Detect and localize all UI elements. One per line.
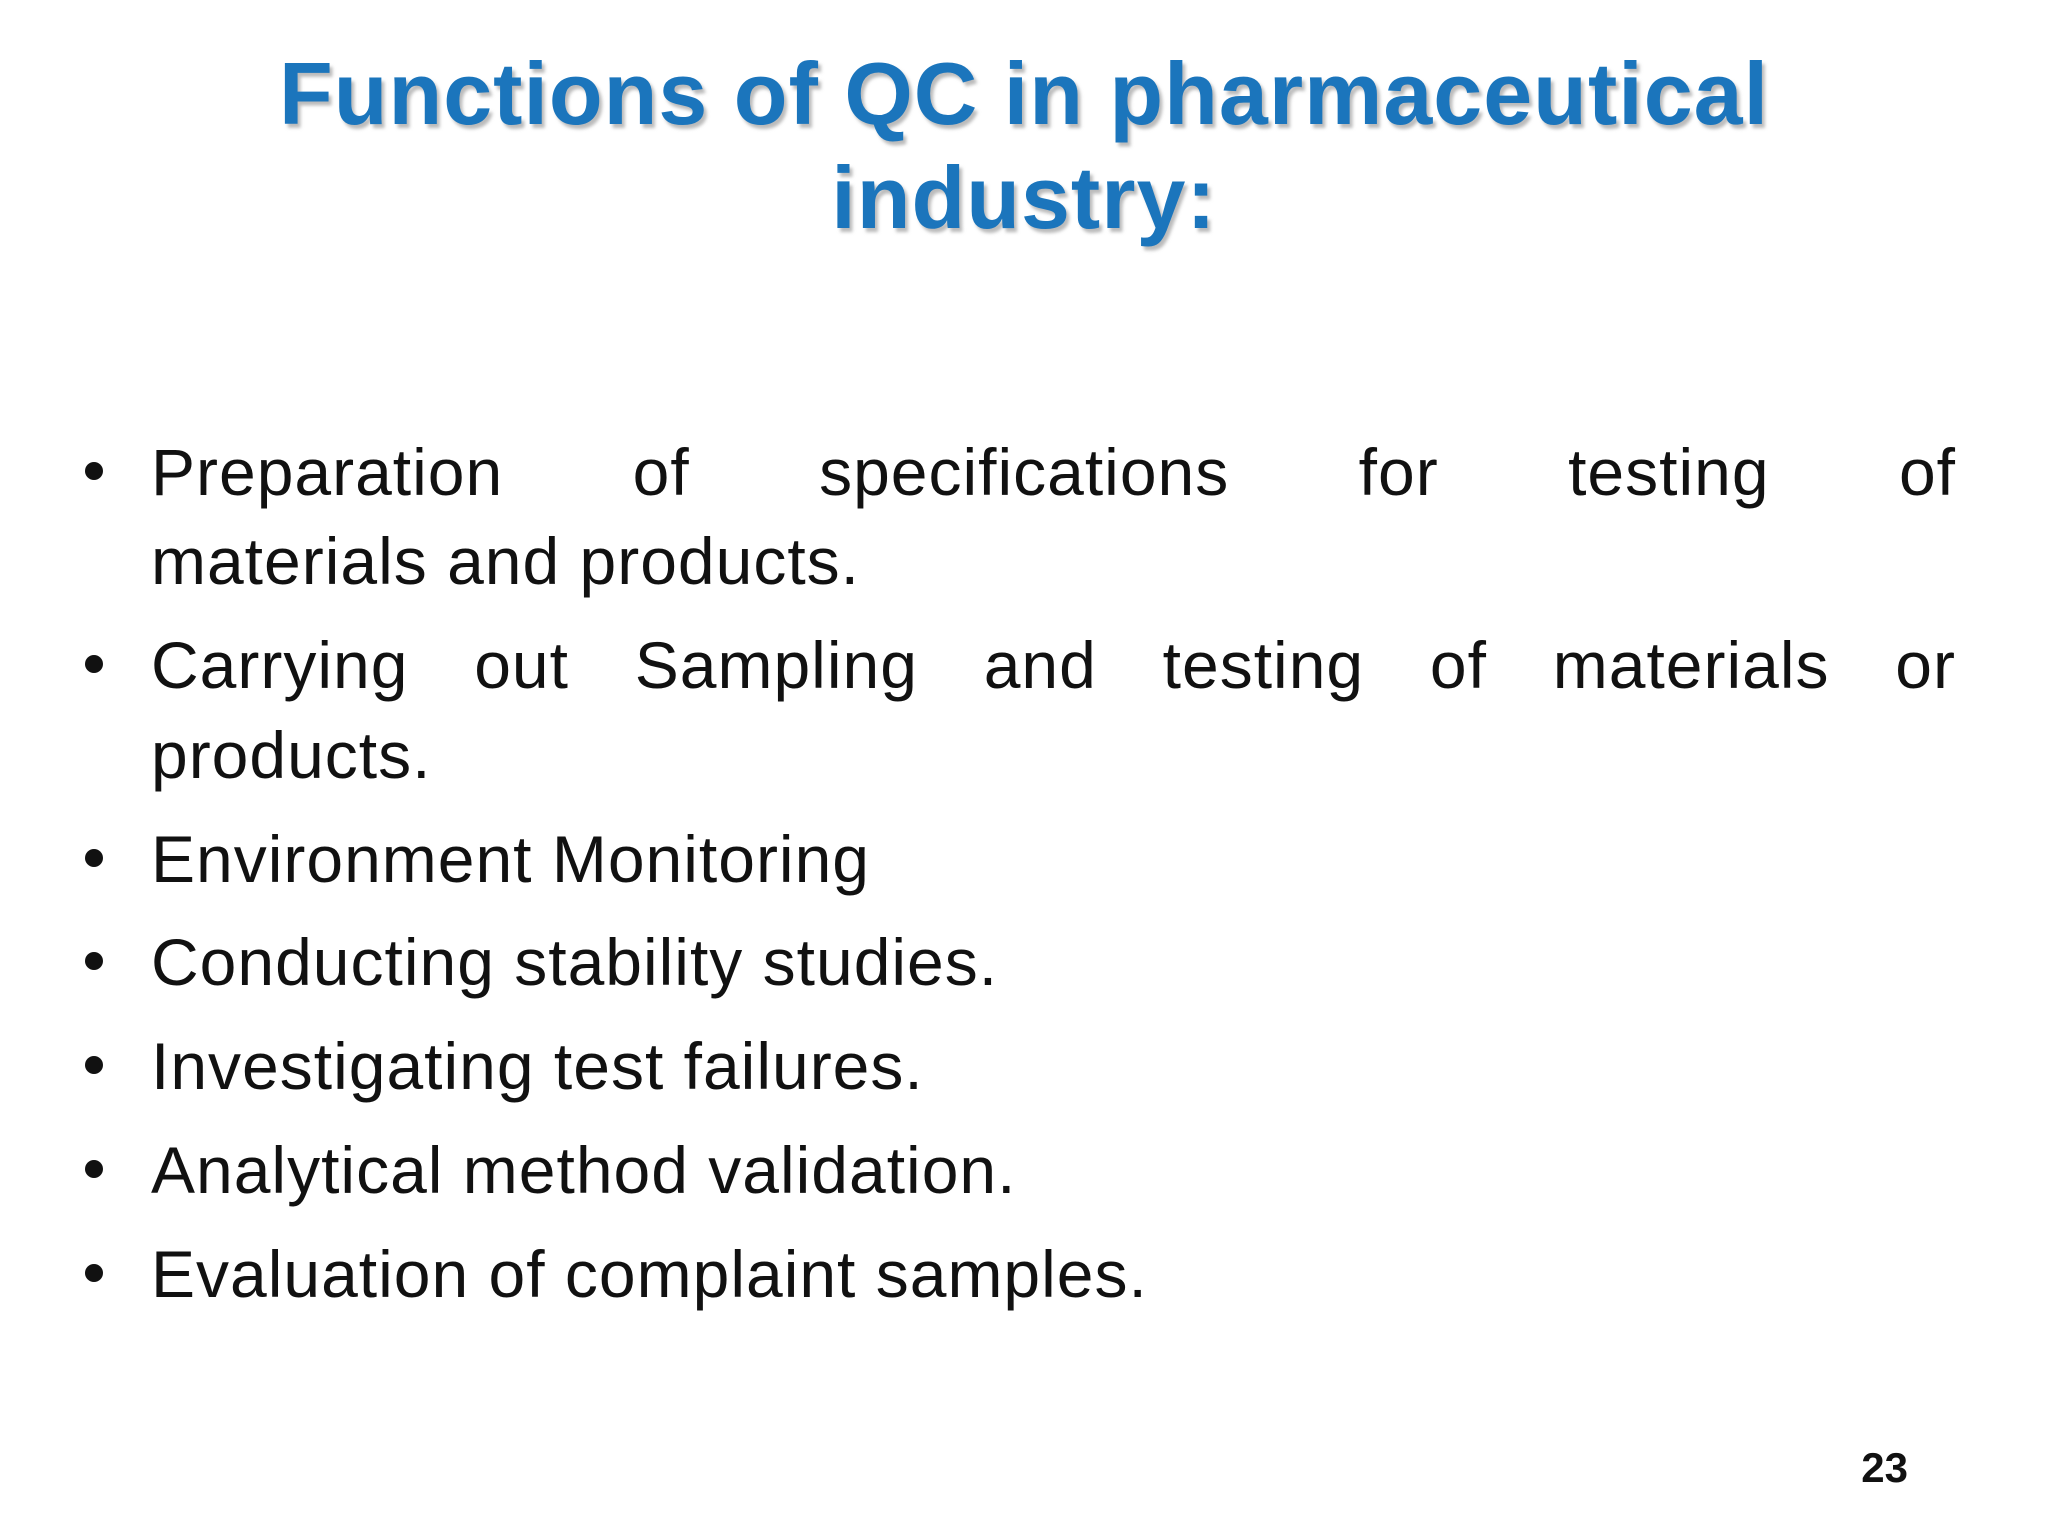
bullet-text: Preparation of specifications for testin… <box>151 428 1956 608</box>
bullet-line: Carrying out Sampling and testing of mat… <box>151 628 1956 703</box>
bullet-line: Evaluation of complaint samples. <box>151 1236 1148 1311</box>
bullet-dot-icon <box>75 815 151 867</box>
bullet-text: Investigating test failures. <box>151 1022 1956 1112</box>
page-number: 23 <box>1861 1444 1908 1491</box>
bullet-item-method-validation: Analytical method validation. <box>75 1126 1956 1216</box>
bullet-line: materials and products. <box>151 524 861 599</box>
slide-title-line-1: Functions of QC in pharmaceutical <box>278 44 1770 143</box>
bullet-line: Preparation of specifications for testin… <box>151 434 1956 509</box>
bullet-text: Analytical method validation. <box>151 1126 1956 1216</box>
bullet-item-preparation: Preparation of specifications for testin… <box>75 428 1956 608</box>
bullet-line: products. <box>151 717 432 792</box>
bullet-item-sampling: Carrying out Sampling and testing of mat… <box>75 621 1956 801</box>
bullet-line: Environment Monitoring <box>151 821 870 896</box>
bullet-item-complaint-samples: Evaluation of complaint samples. <box>75 1230 1956 1320</box>
slide-title-line-2: industry: <box>831 147 1217 247</box>
bullet-item-stability-studies: Conducting stability studies. <box>75 918 1956 1008</box>
slide-title: Functions of QC in pharmaceutical indust… <box>60 42 1988 250</box>
bullet-line: Conducting stability studies. <box>151 925 999 1000</box>
bullet-dot-icon <box>75 918 151 970</box>
bullet-list: Preparation of specifications for testin… <box>0 428 2048 1320</box>
bullet-text: Conducting stability studies. <box>151 918 1956 1008</box>
bullet-dot-icon <box>75 1126 151 1178</box>
bullet-item-environment-monitoring: Environment Monitoring <box>75 815 1956 905</box>
bullet-dot-icon <box>75 428 151 480</box>
bullet-line: Analytical method validation. <box>151 1132 1017 1207</box>
bullet-dot-icon <box>75 1022 151 1074</box>
bullet-line: Investigating test failures. <box>151 1029 924 1104</box>
bullet-item-test-failures: Investigating test failures. <box>75 1022 1956 1112</box>
bullet-text: Carrying out Sampling and testing of mat… <box>151 621 1956 801</box>
bullet-text: Evaluation of complaint samples. <box>151 1230 1956 1320</box>
bullet-dot-icon <box>75 621 151 673</box>
bullet-dot-icon <box>75 1230 151 1282</box>
bullet-text: Environment Monitoring <box>151 815 1956 905</box>
